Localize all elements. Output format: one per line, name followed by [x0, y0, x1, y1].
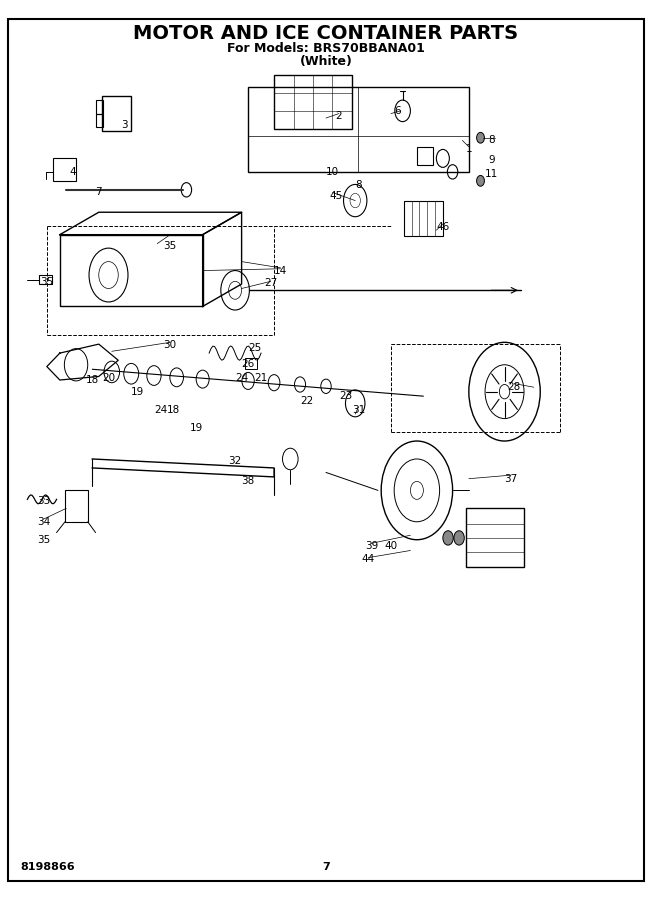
Text: 35: 35: [40, 277, 53, 287]
Circle shape: [477, 132, 484, 143]
Text: 8: 8: [355, 180, 362, 190]
Text: 24: 24: [235, 374, 248, 383]
Bar: [39, 275, 52, 284]
Text: 33: 33: [37, 496, 50, 506]
Circle shape: [454, 531, 464, 545]
Text: 26: 26: [241, 359, 255, 369]
Text: 35: 35: [164, 241, 177, 251]
Text: 44: 44: [362, 554, 375, 564]
Bar: [404, 201, 443, 237]
Text: (White): (White): [299, 55, 353, 68]
Text: 46: 46: [436, 222, 449, 232]
Text: 18: 18: [85, 375, 99, 385]
Text: MOTOR AND ICE CONTAINER PARTS: MOTOR AND ICE CONTAINER PARTS: [134, 23, 518, 43]
Bar: [53, 158, 76, 181]
Text: For Models: BRS70BBANA01: For Models: BRS70BBANA01: [227, 41, 425, 55]
Text: 32: 32: [228, 455, 242, 466]
Bar: [65, 491, 88, 522]
Bar: [96, 113, 103, 127]
Text: 27: 27: [264, 278, 278, 288]
Text: 30: 30: [164, 340, 177, 350]
Text: 24: 24: [154, 405, 167, 415]
Text: 1: 1: [466, 144, 472, 155]
Bar: [248, 86, 469, 172]
Bar: [417, 147, 433, 165]
Text: 4: 4: [70, 166, 76, 177]
Text: 31: 31: [352, 405, 365, 415]
Text: 20: 20: [102, 374, 115, 383]
Circle shape: [477, 176, 484, 186]
Text: 35: 35: [37, 535, 50, 544]
Text: 37: 37: [505, 473, 518, 483]
Text: 7: 7: [322, 861, 330, 872]
Text: 38: 38: [241, 476, 255, 486]
Bar: [274, 75, 352, 129]
Bar: [60, 235, 203, 306]
Text: 25: 25: [248, 343, 261, 353]
Text: 22: 22: [300, 396, 313, 406]
Text: 18: 18: [167, 405, 180, 415]
Bar: [102, 95, 131, 131]
Text: 9: 9: [488, 155, 495, 166]
Text: 8198866: 8198866: [21, 861, 76, 872]
Text: 14: 14: [274, 266, 287, 275]
Bar: [96, 100, 103, 113]
Text: 40: 40: [385, 541, 398, 551]
Bar: [245, 358, 256, 369]
Text: 19: 19: [190, 423, 203, 433]
Text: 45: 45: [329, 191, 342, 201]
Text: 11: 11: [485, 168, 498, 179]
Bar: [466, 508, 524, 567]
Text: 39: 39: [365, 541, 378, 551]
Text: 19: 19: [131, 387, 144, 397]
Text: 10: 10: [326, 166, 339, 177]
Circle shape: [443, 531, 453, 545]
Text: 7: 7: [95, 186, 102, 196]
Text: 8: 8: [488, 136, 495, 146]
Text: 2: 2: [336, 112, 342, 122]
Text: 3: 3: [121, 121, 128, 130]
Text: 34: 34: [37, 517, 50, 526]
Text: 6: 6: [394, 106, 401, 116]
Text: 23: 23: [339, 392, 352, 401]
Text: 28: 28: [508, 382, 521, 392]
Text: 21: 21: [254, 374, 268, 383]
